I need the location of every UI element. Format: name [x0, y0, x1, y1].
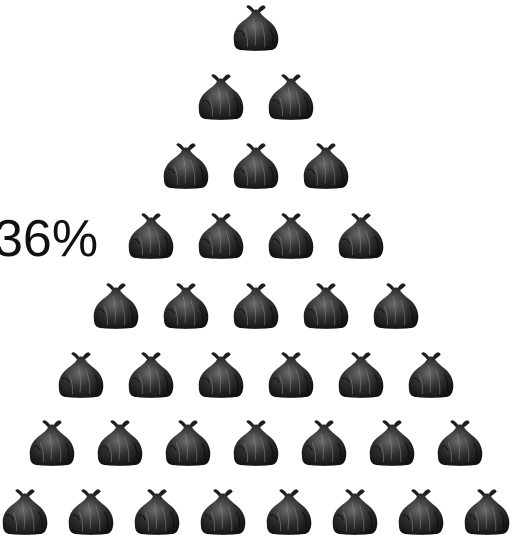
- trash-bag-icon: [234, 420, 279, 466]
- trash-bag-icon: [199, 352, 244, 398]
- trash-bag-icon: [69, 489, 114, 535]
- trash-bag-icon: [234, 143, 279, 189]
- trash-bag-icon: [269, 213, 314, 259]
- trash-bag-icon: [166, 420, 211, 466]
- trash-bag-icon: [164, 143, 209, 189]
- bag-pyramid: [3, 5, 510, 535]
- trash-bag-icon: [201, 489, 246, 535]
- percentage-label: 36%: [0, 210, 98, 268]
- trash-bag-icon: [234, 283, 279, 329]
- trash-bag-icon: [374, 283, 419, 329]
- trash-bag-icon: [59, 352, 104, 398]
- trash-bag-icon: [3, 489, 48, 535]
- trash-bag-icon: [304, 283, 349, 329]
- trash-bag-icon: [370, 420, 415, 466]
- trash-bag-icon: [409, 352, 454, 398]
- trash-bag-icon: [465, 489, 510, 535]
- trash-bag-icon: [129, 352, 174, 398]
- trash-bag-icon: [199, 213, 244, 259]
- trash-bag-icon: [129, 213, 174, 259]
- trash-bag-icon: [438, 420, 483, 466]
- trash-bag-icon: [199, 74, 244, 120]
- trash-bag-icon: [399, 489, 444, 535]
- trash-bag-icon: [339, 352, 384, 398]
- trash-bag-icon: [164, 283, 209, 329]
- trash-bag-icon: [302, 420, 347, 466]
- trash-bag-icon: [135, 489, 180, 535]
- infographic: 36%: [0, 0, 523, 540]
- trash-bag-icon: [269, 74, 314, 120]
- trash-bag-icon: [94, 283, 139, 329]
- trash-bag-icon: [234, 5, 279, 51]
- trash-bag-icon: [267, 489, 312, 535]
- trash-bag-icon: [304, 143, 349, 189]
- trash-bag-icon: [98, 420, 143, 466]
- trash-bag-icon: [333, 489, 378, 535]
- trash-bag-icon: [30, 420, 75, 466]
- trash-bag-icon: [269, 352, 314, 398]
- trash-bag-icon: [339, 213, 384, 259]
